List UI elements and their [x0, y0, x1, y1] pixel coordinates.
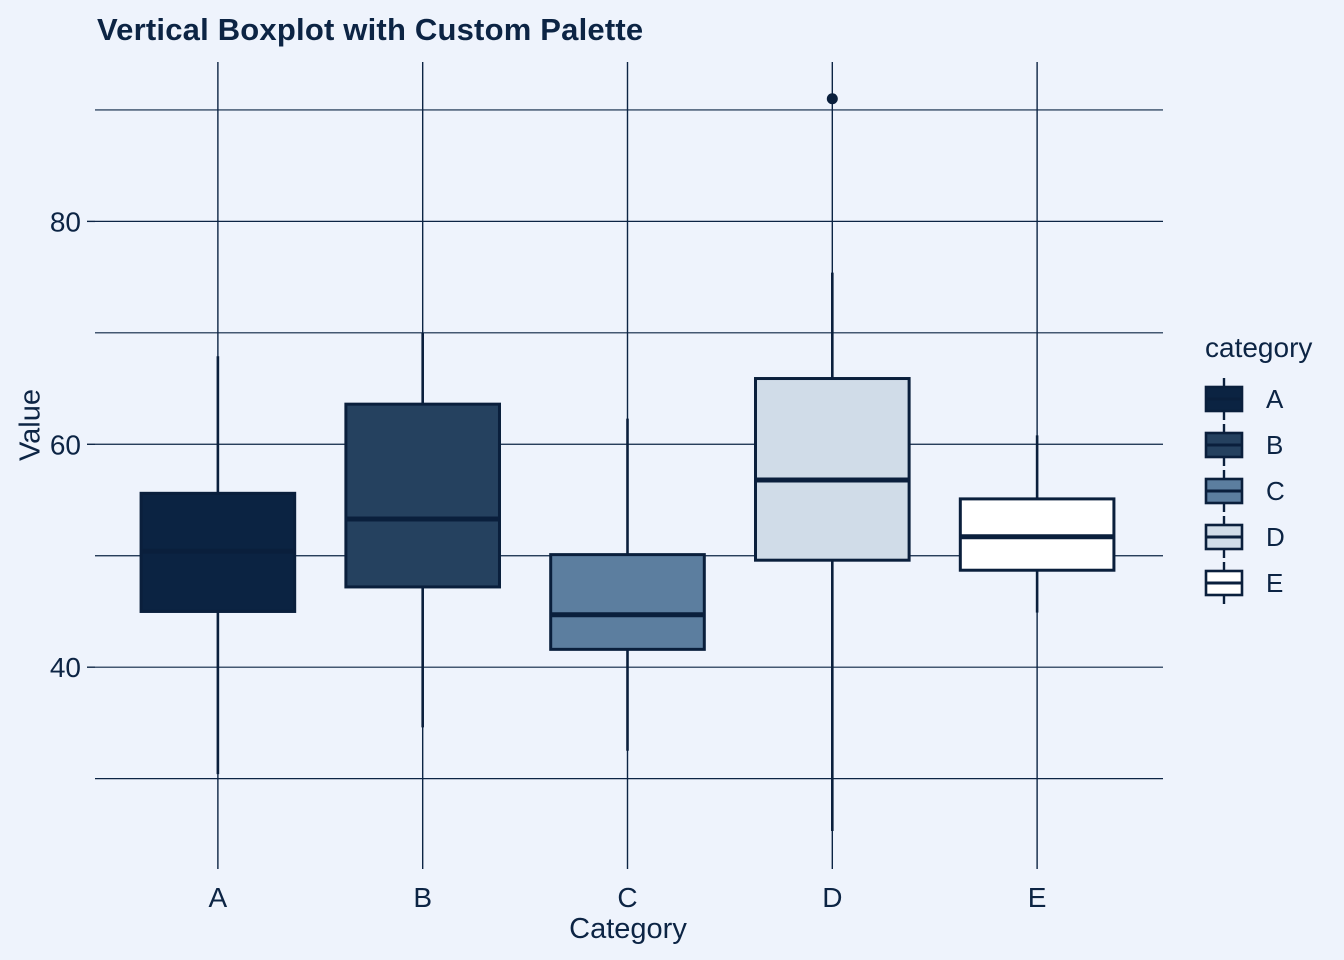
boxplot-key-icon — [1204, 424, 1244, 466]
box-D — [754, 93, 911, 832]
boxplot-key-icon — [1204, 516, 1244, 558]
legend-item-label: A — [1266, 383, 1284, 414]
legend-item-label: D — [1266, 521, 1285, 552]
x-tick-label: C — [617, 882, 637, 913]
iqr-box — [754, 377, 911, 562]
iqr-box — [549, 553, 706, 651]
x-tick-label: D — [822, 882, 842, 913]
boxplot-key-icon — [1204, 378, 1244, 420]
box-E — [958, 435, 1116, 613]
legend-item-label: E — [1266, 567, 1284, 598]
y-tick-label: 80 — [50, 206, 81, 237]
legend-item: D — [1204, 514, 1312, 560]
box-C — [549, 418, 706, 751]
outlier-point — [826, 93, 838, 105]
x-tick-label: B — [413, 882, 432, 913]
y-tick-label: 60 — [50, 429, 81, 460]
box-A — [139, 356, 297, 775]
legend-item: C — [1204, 468, 1312, 514]
y-tick-label: 40 — [50, 652, 81, 683]
legend: category A B C D E — [1204, 332, 1312, 606]
boxplot-key-icon — [1204, 562, 1244, 604]
legend-item: A — [1204, 376, 1312, 422]
legend-title: category — [1205, 332, 1313, 363]
chart-title: Vertical Boxplot with Custom Palette — [97, 12, 644, 47]
legend-item-label: B — [1266, 429, 1284, 460]
legend-item: B — [1204, 422, 1312, 468]
x-tick-label: A — [209, 882, 228, 913]
legend-item-label: C — [1266, 475, 1285, 506]
legend-item: E — [1204, 560, 1312, 606]
box-B — [344, 332, 501, 728]
x-tick-label: E — [1028, 882, 1047, 913]
iqr-box — [344, 402, 501, 589]
x-axis-title: Category — [569, 913, 687, 945]
boxplot-key-icon — [1204, 470, 1244, 512]
